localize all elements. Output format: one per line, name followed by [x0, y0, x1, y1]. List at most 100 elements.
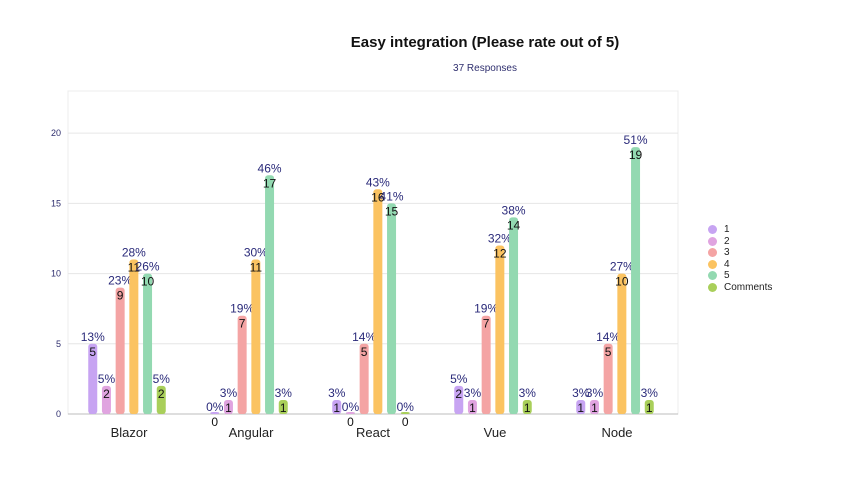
bar-value-label: 5	[605, 345, 612, 359]
bar-percent-label: 41%	[380, 189, 404, 203]
bar-value-label: 7	[239, 317, 246, 331]
legend-item[interactable]: 4	[708, 259, 772, 271]
bar-percent-label: 3%	[586, 386, 604, 400]
bar-percent-label: 5%	[450, 372, 468, 386]
bar[interactable]	[481, 315, 491, 414]
bar[interactable]	[332, 399, 342, 414]
x-tick-label: Vue	[484, 425, 507, 440]
bar-value-label: 12	[493, 246, 507, 260]
bar-value-label: 1	[577, 401, 584, 415]
legend-label: 5	[724, 270, 730, 282]
legend-label: 2	[724, 235, 730, 247]
bar[interactable]	[495, 245, 505, 414]
bar[interactable]	[143, 273, 153, 414]
bar-value-label: 15	[385, 204, 399, 218]
bar-value-label: 10	[141, 275, 155, 289]
bar[interactable]	[359, 343, 369, 414]
bar[interactable]	[454, 385, 464, 414]
bar-value-label: 1	[280, 401, 287, 415]
bar[interactable]	[373, 189, 383, 414]
bar-value-label: 1	[524, 401, 531, 415]
bar-value-label: 16	[371, 190, 385, 204]
bar-value-label: 11	[250, 261, 263, 275]
legend-label: 3	[724, 247, 730, 259]
legend-swatch	[708, 282, 717, 292]
bar-value-label: 1	[225, 401, 232, 415]
x-tick-label: React	[356, 425, 390, 440]
bar-percent-label: 46%	[258, 161, 282, 175]
bar-value-label: 5	[89, 345, 96, 359]
bar[interactable]	[129, 259, 139, 414]
bar[interactable]	[644, 399, 654, 414]
chart-title: Easy integration (Please rate out of 5)	[350, 34, 620, 51]
bar[interactable]	[589, 399, 599, 414]
bar-value-label: 2	[455, 387, 462, 401]
bar-percent-label: 3%	[464, 386, 482, 400]
bar-value-label: 10	[615, 275, 629, 289]
legend-item[interactable]: 2	[708, 236, 772, 248]
bar[interactable]	[345, 412, 355, 414]
bar[interactable]	[237, 315, 247, 414]
bar[interactable]	[467, 399, 477, 414]
bar-percent-label: 3%	[572, 386, 590, 400]
bar-percent-label: 19%	[474, 302, 498, 316]
legend-item[interactable]: 1	[708, 224, 772, 236]
legend-item[interactable]: Comments	[708, 282, 772, 294]
bar[interactable]	[617, 273, 627, 414]
bar[interactable]	[223, 399, 233, 414]
legend-label: 4	[724, 258, 730, 270]
bar[interactable]	[88, 343, 98, 414]
bar[interactable]	[631, 147, 641, 414]
bar[interactable]	[387, 203, 397, 414]
legend-swatch	[708, 248, 717, 258]
bar-percent-label: 3%	[641, 386, 659, 400]
bar-percent-label: 26%	[136, 260, 160, 274]
bar-value-label: 1	[646, 401, 653, 415]
x-tick-label: Angular	[229, 425, 274, 440]
bar-value-label: 1	[591, 401, 598, 415]
bar-value-label: 14	[507, 218, 521, 232]
bar-percent-label: 14%	[352, 330, 376, 344]
legend-item[interactable]: 3	[708, 247, 772, 259]
y-tick-label: 15	[51, 198, 61, 208]
bar-percent-label: 13%	[81, 330, 105, 344]
bar[interactable]	[115, 287, 125, 414]
bar-value-label: 7	[483, 317, 490, 331]
legend-swatch	[708, 225, 717, 235]
legend-item[interactable]: 5	[708, 270, 772, 282]
bar-value-label: 0	[211, 415, 218, 429]
bar[interactable]	[509, 217, 519, 414]
bar[interactable]	[278, 399, 288, 414]
chart-legend: 1 2 3 4 5 Comments	[708, 224, 772, 293]
legend-swatch	[708, 259, 717, 269]
bar-value-label: 17	[263, 176, 277, 190]
bar-percent-label: 30%	[244, 246, 268, 260]
bar-percent-label: 51%	[624, 133, 648, 147]
bar[interactable]	[400, 412, 410, 414]
bar[interactable]	[156, 385, 166, 414]
bar[interactable]	[576, 399, 586, 414]
y-tick-label: 10	[51, 269, 61, 279]
bar[interactable]	[265, 175, 275, 414]
bar-percent-label: 3%	[275, 386, 293, 400]
bar[interactable]	[603, 343, 613, 414]
bar-percent-label: 0%	[397, 400, 415, 414]
bar[interactable]	[522, 399, 532, 414]
bar-value-label: 11	[128, 261, 141, 275]
bar-percent-label: 19%	[230, 302, 254, 316]
bar-percent-label: 23%	[108, 274, 132, 288]
legend-label: Comments	[724, 281, 773, 293]
bar-value-label: 9	[117, 289, 124, 303]
bar-percent-label: 3%	[519, 386, 537, 400]
y-tick-label: 20	[51, 128, 61, 138]
bar-percent-label: 3%	[220, 386, 238, 400]
x-tick-label: Node	[601, 425, 632, 440]
bar[interactable]	[210, 412, 220, 414]
bar-percent-label: 0%	[206, 400, 224, 414]
bar[interactable]	[101, 385, 111, 414]
chart-subtitle: 37 Responses	[453, 63, 517, 74]
bar[interactable]	[251, 259, 261, 414]
bar-percent-label: 32%	[488, 231, 512, 245]
bar-value-label: 5	[361, 345, 368, 359]
